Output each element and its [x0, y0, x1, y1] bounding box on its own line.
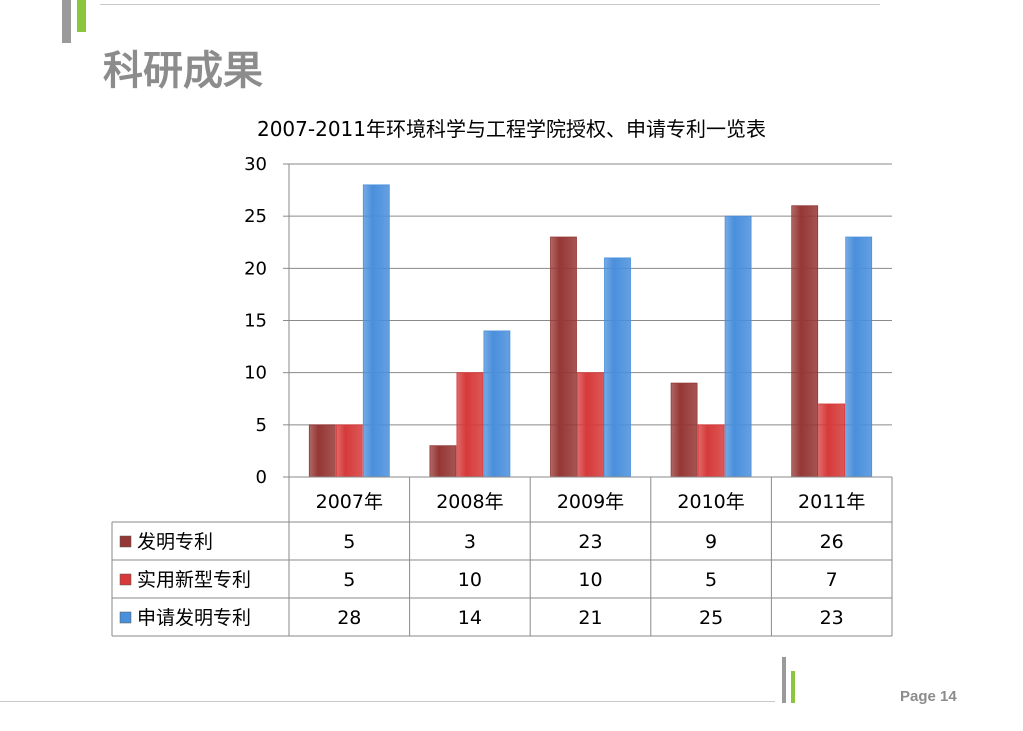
series-name: 申请发明专利	[137, 607, 251, 629]
data-cell: 23	[820, 607, 844, 629]
title-accent-green-bar	[77, 0, 86, 32]
bar	[577, 372, 604, 478]
bar	[845, 236, 873, 478]
data-cell: 23	[578, 531, 602, 553]
bar	[483, 330, 511, 478]
data-cell: 28	[337, 607, 361, 629]
top-rule	[100, 4, 880, 5]
bar	[697, 424, 725, 478]
bar	[335, 424, 363, 478]
data-cell: 3	[464, 531, 476, 553]
bar	[429, 445, 457, 478]
bar	[456, 372, 484, 478]
data-cell: 5	[705, 569, 717, 591]
footer-rule	[0, 701, 775, 702]
legend-key	[119, 611, 132, 624]
y-tick-label: 25	[244, 206, 267, 227]
page-title: 科研成果	[103, 48, 263, 94]
bar	[724, 215, 752, 478]
bar	[670, 382, 698, 478]
x-category-label: 2009年	[557, 491, 624, 513]
footer-accent-gray-bar	[782, 657, 786, 703]
series-name: 发明专利	[137, 531, 213, 553]
x-category-label: 2010年	[677, 491, 744, 513]
title-accent-gray-bar	[62, 0, 71, 43]
legend-key	[119, 535, 132, 548]
chart-title: 2007-2011年环境科学与工程学院授权、申请专利一览表	[256, 117, 766, 141]
bar	[604, 257, 631, 478]
bar	[818, 403, 846, 478]
data-cell: 10	[458, 569, 482, 591]
x-category-label: 2008年	[436, 491, 503, 513]
data-cell: 7	[826, 569, 838, 591]
x-category-label: 2011年	[798, 491, 865, 513]
y-tick-label: 10	[244, 363, 267, 384]
y-tick-label: 15	[244, 311, 267, 332]
bar	[308, 424, 336, 478]
data-cell: 10	[578, 569, 602, 591]
data-cell: 9	[705, 531, 717, 553]
bar	[550, 236, 577, 478]
bar	[362, 184, 390, 478]
y-tick-label: 30	[244, 154, 267, 175]
data-cell: 26	[820, 531, 844, 553]
page-number: Page 14	[900, 688, 957, 705]
data-cell: 25	[699, 607, 723, 629]
bar	[791, 205, 819, 478]
footer-accent-green-bar	[791, 671, 795, 703]
y-tick-label: 20	[244, 258, 267, 279]
data-cell: 5	[343, 569, 355, 591]
y-tick-label: 5	[256, 415, 267, 436]
series-name: 实用新型专利	[137, 569, 251, 591]
x-category-label: 2007年	[316, 491, 383, 513]
data-cell: 5	[343, 531, 355, 553]
legend-key	[119, 573, 132, 586]
data-cell: 21	[578, 607, 602, 629]
data-cell: 14	[458, 607, 482, 629]
y-tick-label: 0	[256, 467, 267, 488]
